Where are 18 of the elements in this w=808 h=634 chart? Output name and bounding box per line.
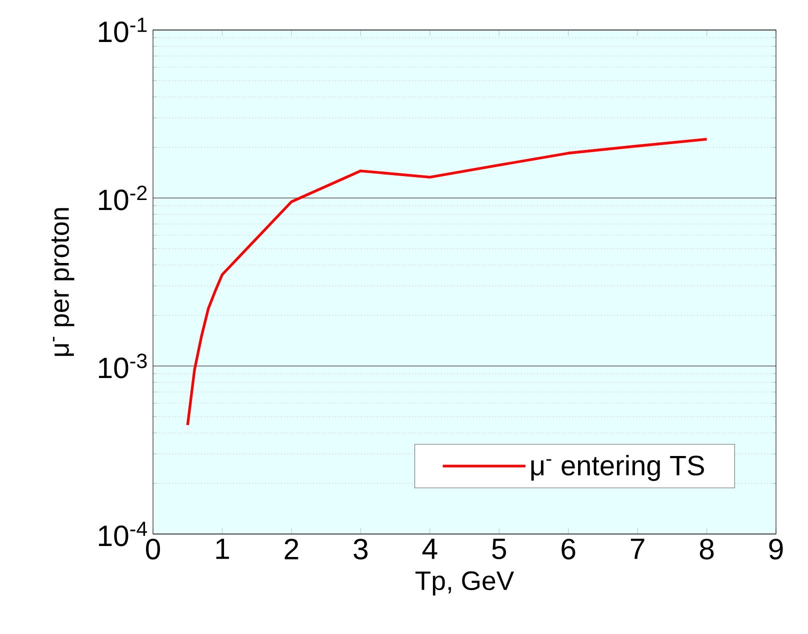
x-tick-label: 5 <box>492 538 506 560</box>
x-tick-label: 2 <box>284 538 298 560</box>
y-tick-label: 10$^{-4}$ <box>98 522 148 546</box>
y-tick-label: 10$^{-3}$ <box>98 354 147 378</box>
y-tick-label: 10$^{-1}$ <box>98 18 147 42</box>
line-series <box>186 138 708 426</box>
y-axis-title: μ$^{-}$ per proton <box>51 208 74 356</box>
x-tick-label: 9 <box>769 538 783 560</box>
x-tick-label: 4 <box>422 538 438 559</box>
x-tick-label: 7 <box>630 538 644 559</box>
x-tick-label: 0 <box>146 538 160 560</box>
x-tick-label: 8 <box>700 538 714 560</box>
x-tick-label: 3 <box>354 538 368 560</box>
x-tick-label: 6 <box>562 538 576 560</box>
x-tick-label: 1 <box>216 538 229 559</box>
y-tick-label: 10$^{-2}$ <box>98 186 147 210</box>
x-axis-title: Tp, GeV <box>415 571 514 596</box>
legend-label: μ$^{-}$ entering TS <box>531 454 704 482</box>
